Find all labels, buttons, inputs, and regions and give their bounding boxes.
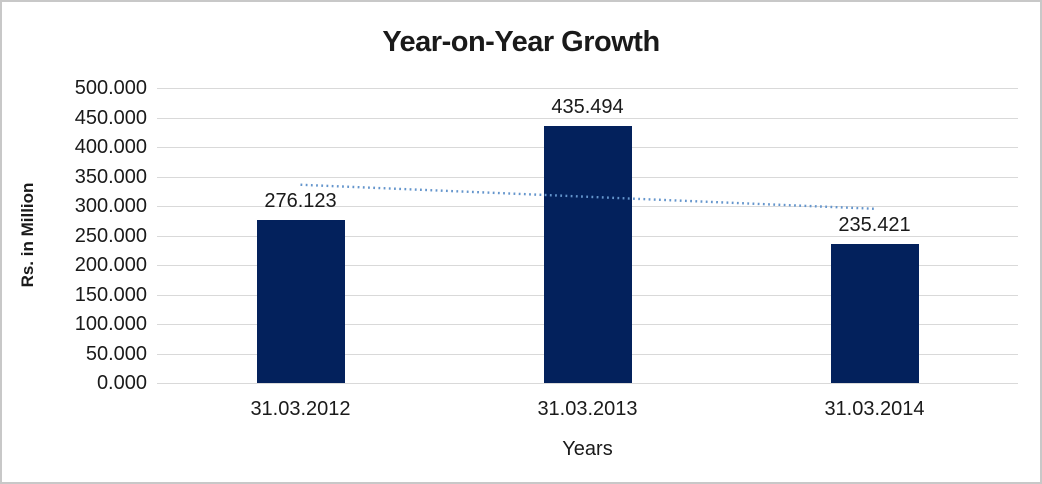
x-tick-label: 31.03.2012 bbox=[250, 398, 351, 420]
y-tick-label: 350.000 bbox=[74, 165, 147, 188]
trendline bbox=[300, 183, 875, 210]
bar-data-label: 435.494 bbox=[551, 96, 624, 119]
y-tick-label: 150.000 bbox=[74, 283, 147, 306]
y-tick-label: 400.000 bbox=[74, 136, 147, 158]
y-tick-label: 100.000 bbox=[74, 313, 147, 335]
y-tick-label: 450.000 bbox=[74, 106, 147, 129]
y-tick-label: 0.000 bbox=[96, 372, 147, 394]
chart-title: Year-on-Year Growth bbox=[382, 26, 660, 58]
bar-data-label: 235.421 bbox=[838, 214, 911, 237]
y-tick-label: 500.000 bbox=[74, 77, 147, 99]
x-axis-title: Years bbox=[562, 438, 613, 460]
bar bbox=[256, 220, 345, 383]
gridline bbox=[157, 88, 1018, 89]
y-tick-label: 200.000 bbox=[74, 254, 147, 276]
bar bbox=[543, 126, 632, 383]
gridline bbox=[157, 117, 1018, 119]
y-tick-label: 300.000 bbox=[74, 195, 147, 217]
x-tick-label: 31.03.2014 bbox=[824, 398, 925, 420]
y-tick-label: 250.000 bbox=[74, 224, 147, 247]
x-tick-label: 31.03.2013 bbox=[537, 398, 638, 420]
bar bbox=[830, 244, 919, 383]
y-tick-label: 50.000 bbox=[85, 342, 147, 365]
bar-data-label: 276.123 bbox=[264, 190, 337, 213]
plot-area: 276.123 435.494 235.421 bbox=[157, 88, 1018, 384]
y-axis-title-text: Rs. in Million bbox=[18, 182, 37, 288]
gridline bbox=[157, 383, 1018, 384]
